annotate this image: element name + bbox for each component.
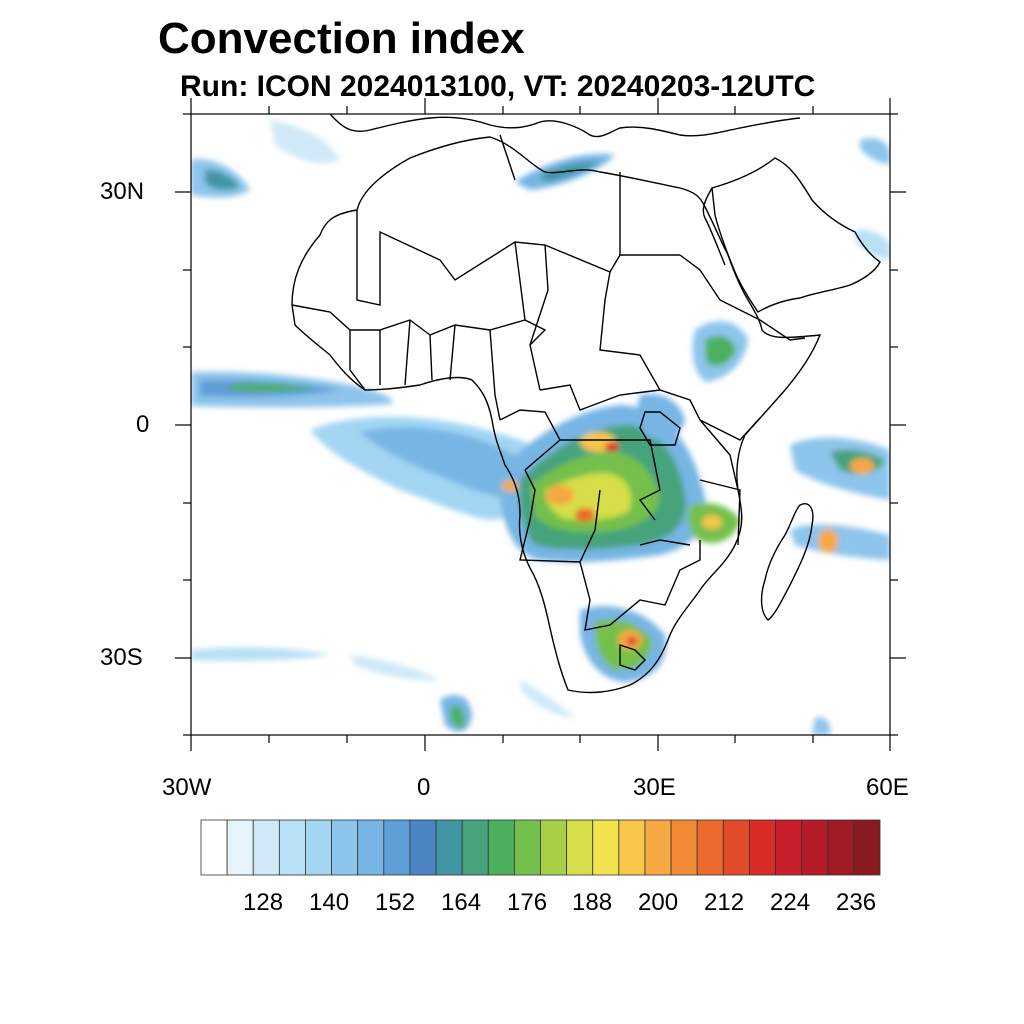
colorbar-swatch bbox=[487, 819, 515, 876]
colorbar-swatch bbox=[461, 819, 489, 876]
colorbar-swatch bbox=[644, 819, 672, 876]
colorbar-swatch bbox=[749, 819, 776, 876]
colorbar-swatch bbox=[278, 819, 306, 876]
colorbar-swatch bbox=[775, 819, 803, 876]
colorbar-swatch bbox=[435, 819, 463, 876]
lon-label-60e: 60E bbox=[866, 774, 909, 801]
colorbar-swatch bbox=[592, 819, 620, 876]
coastlines bbox=[291, 114, 881, 694]
colorbar-label: 128 bbox=[243, 889, 284, 916]
colorbar-swatch bbox=[670, 819, 698, 876]
plot-subtitle: Run: ICON 2024013100, VT: 20240203-12UTC bbox=[180, 70, 816, 103]
colorbar-swatch bbox=[801, 819, 829, 876]
colorbar-label: 188 bbox=[572, 889, 613, 916]
colorbar-swatch bbox=[566, 819, 594, 876]
axis-ticks bbox=[175, 98, 906, 751]
colorbar-swatch bbox=[618, 819, 646, 876]
colorbar-swatch bbox=[252, 819, 280, 876]
colorbar-label: 224 bbox=[770, 889, 811, 916]
colorbar-swatch bbox=[853, 819, 881, 876]
colorbar-swatch bbox=[696, 819, 724, 876]
colorbar-label: 164 bbox=[441, 889, 482, 916]
colorbar-swatch bbox=[357, 819, 385, 876]
colorbar-label: 212 bbox=[704, 889, 745, 916]
colorbar-swatch bbox=[305, 819, 332, 876]
colorbar-label: 176 bbox=[507, 889, 548, 916]
colorbar-swatch bbox=[409, 819, 437, 876]
colorbar-label: 236 bbox=[836, 889, 877, 916]
colorbar-label: 152 bbox=[375, 889, 416, 916]
colorbar-swatch bbox=[722, 819, 750, 876]
colorbar-swatch bbox=[200, 819, 228, 876]
colorbar-label: 200 bbox=[638, 889, 679, 916]
lat-label-30n: 30N bbox=[100, 178, 145, 205]
lon-label-30w: 30W bbox=[162, 774, 212, 801]
lon-label-30e: 30E bbox=[633, 774, 676, 801]
plot-title: Convection index bbox=[158, 14, 525, 63]
colorbar-swatch bbox=[540, 819, 568, 876]
convection-field bbox=[191, 120, 890, 735]
lon-label-0: 0 bbox=[417, 774, 431, 801]
colorbar-swatch bbox=[827, 819, 855, 876]
lat-label-30s: 30S bbox=[100, 644, 143, 671]
colorbar-swatch bbox=[226, 819, 254, 876]
colorbar-swatch bbox=[383, 819, 411, 876]
colorbar-swatch bbox=[331, 819, 359, 876]
colorbar-label: 140 bbox=[309, 889, 350, 916]
colorbar bbox=[200, 819, 881, 876]
colorbar-swatch bbox=[513, 819, 541, 876]
lat-label-0: 0 bbox=[136, 411, 150, 438]
map-frame bbox=[190, 113, 891, 736]
